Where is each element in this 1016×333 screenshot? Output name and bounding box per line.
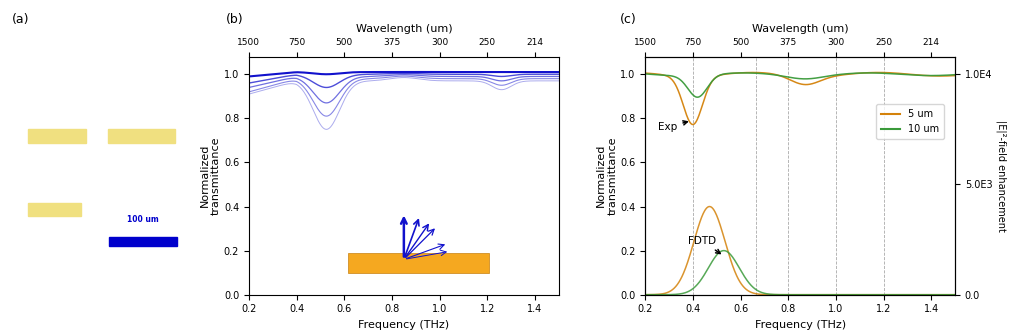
- Text: Exp: Exp: [658, 121, 687, 132]
- Y-axis label: Normalized
transmittance: Normalized transmittance: [199, 137, 221, 215]
- X-axis label: Frequency (THz): Frequency (THz): [359, 320, 449, 330]
- Bar: [27, 129, 86, 143]
- Legend: 5 um, 10 um: 5 um, 10 um: [876, 104, 944, 139]
- Y-axis label: |E|²-field enhancement: |E|²-field enhancement: [996, 120, 1006, 231]
- X-axis label: Frequency (THz): Frequency (THz): [755, 320, 845, 330]
- Y-axis label: Normalized
transmittance: Normalized transmittance: [595, 137, 618, 215]
- X-axis label: Wavelength (um): Wavelength (um): [356, 24, 452, 34]
- Text: (c): (c): [620, 13, 636, 26]
- Bar: [108, 129, 175, 143]
- Text: (a): (a): [12, 13, 29, 26]
- X-axis label: Wavelength (um): Wavelength (um): [752, 24, 848, 34]
- Text: FDTD: FDTD: [688, 236, 720, 253]
- Text: 100 um: 100 um: [127, 215, 160, 224]
- Text: (b): (b): [226, 13, 243, 26]
- Bar: [110, 237, 177, 246]
- Bar: [27, 202, 81, 216]
